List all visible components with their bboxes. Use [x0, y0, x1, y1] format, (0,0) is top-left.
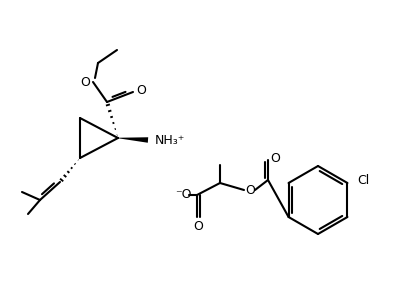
Text: NH₃⁺: NH₃⁺ [155, 134, 185, 147]
Text: O: O [245, 185, 255, 198]
Text: O: O [136, 84, 146, 98]
Text: O: O [193, 219, 203, 232]
Polygon shape [118, 137, 148, 143]
Text: O: O [80, 77, 90, 90]
Text: Cl: Cl [357, 175, 370, 187]
Text: ⁻O: ⁻O [175, 187, 191, 200]
Text: O: O [270, 151, 280, 164]
